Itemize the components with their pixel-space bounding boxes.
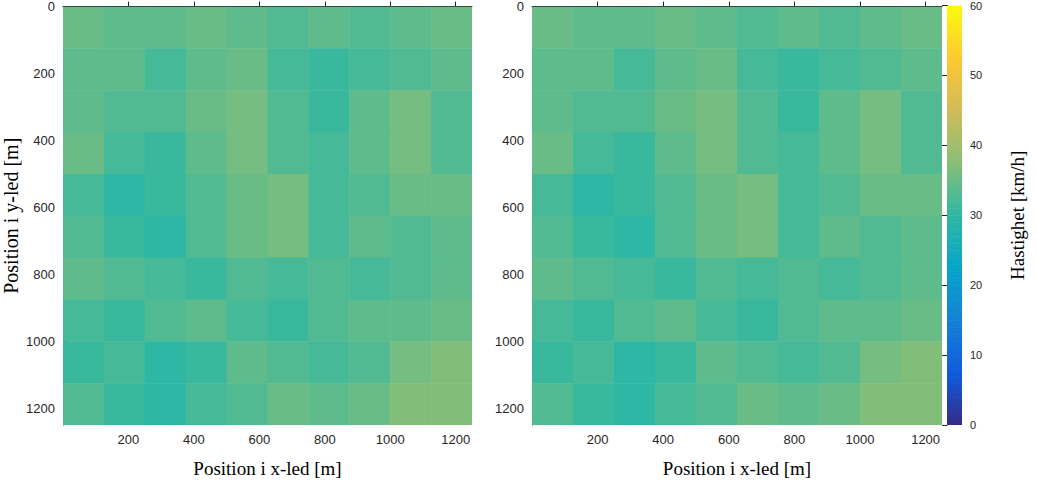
svg-text:600: 600 (718, 432, 740, 447)
svg-text:0: 0 (48, 0, 55, 14)
svg-text:800: 800 (502, 267, 524, 282)
svg-text:30: 30 (970, 209, 982, 221)
svg-text:200: 200 (502, 66, 524, 81)
svg-text:600: 600 (502, 200, 524, 215)
svg-text:200: 200 (587, 432, 609, 447)
svg-text:1200: 1200 (441, 432, 470, 447)
svg-text:60: 60 (970, 0, 982, 12)
svg-text:600: 600 (248, 432, 270, 447)
svg-text:1000: 1000 (846, 432, 875, 447)
svg-text:800: 800 (33, 267, 55, 282)
svg-text:Position i x-led [m]: Position i x-led [m] (663, 458, 811, 479)
svg-text:200: 200 (118, 432, 140, 447)
svg-text:50: 50 (970, 69, 982, 81)
svg-text:1200: 1200 (26, 401, 55, 416)
svg-text:40: 40 (970, 139, 982, 151)
svg-text:1000: 1000 (376, 432, 405, 447)
svg-text:400: 400 (652, 432, 674, 447)
svg-text:200: 200 (33, 66, 55, 81)
svg-text:400: 400 (183, 432, 205, 447)
svg-text:800: 800 (314, 432, 336, 447)
svg-text:600: 600 (33, 200, 55, 215)
svg-text:1200: 1200 (495, 401, 524, 416)
svg-text:10: 10 (970, 349, 982, 361)
svg-text:Position i x-led [m]: Position i x-led [m] (193, 458, 341, 479)
svg-text:1000: 1000 (26, 334, 55, 349)
svg-text:Hastighet [km/h]: Hastighet [km/h] (1007, 151, 1028, 280)
svg-text:0: 0 (970, 419, 976, 431)
svg-text:0: 0 (517, 0, 524, 14)
svg-text:400: 400 (33, 133, 55, 148)
svg-text:800: 800 (784, 432, 806, 447)
svg-text:1200: 1200 (911, 432, 940, 447)
svg-text:Position i y-led [m]: Position i y-led [m] (0, 138, 23, 294)
svg-text:20: 20 (970, 279, 982, 291)
svg-text:400: 400 (502, 133, 524, 148)
svg-text:1000: 1000 (495, 334, 524, 349)
